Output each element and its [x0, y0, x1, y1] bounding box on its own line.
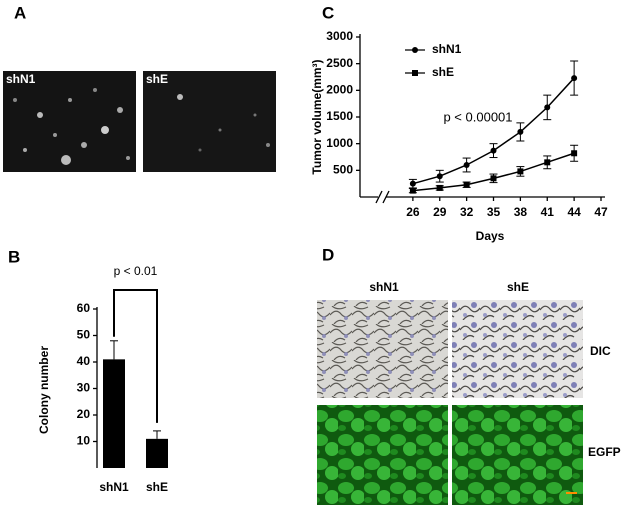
egfp-image [317, 405, 448, 505]
y-tick-label: 1500 [326, 109, 353, 123]
marker [436, 173, 443, 180]
panel-label: D [322, 245, 334, 264]
x-tick-label: shE [146, 480, 168, 494]
y-tick-label: 1000 [326, 136, 353, 150]
x-tick-label: shN1 [99, 480, 129, 494]
y-tick-label: 10 [77, 434, 91, 448]
y-tick-label: 20 [77, 407, 91, 421]
panel-label: C [322, 3, 334, 22]
marker [544, 159, 551, 166]
marker [490, 147, 497, 154]
line [412, 77, 575, 185]
significance-bracket [113, 289, 158, 423]
marker [490, 175, 497, 182]
colony-image: shN1 [3, 71, 136, 172]
marker [544, 104, 551, 111]
panel-label: B [8, 247, 20, 266]
marker [409, 180, 416, 187]
column-label: shE [507, 280, 529, 294]
marker [571, 150, 578, 157]
marker [517, 128, 524, 135]
y-tick-label: 50 [77, 328, 91, 342]
colony-image: shE [143, 71, 276, 172]
x-tick-label: 44 [567, 205, 581, 219]
dic-image [452, 300, 583, 398]
annotation: p < 0.00001 [443, 109, 512, 124]
legend-label: shN1 [432, 42, 462, 56]
annotation: p < 0.01 [114, 264, 158, 278]
y-tick-label: 60 [77, 301, 91, 315]
bar [146, 438, 168, 468]
marker [517, 168, 524, 175]
x-tick-label: 29 [433, 205, 447, 219]
x-tick-label: 38 [514, 205, 528, 219]
x-tick-label: 35 [487, 205, 501, 219]
marker [463, 181, 470, 188]
marker [409, 187, 416, 194]
x-tick-label: 47 [594, 205, 608, 219]
dic-image [317, 300, 448, 398]
x-tick-label: 32 [460, 205, 474, 219]
y-tick-label: 500 [333, 163, 353, 177]
y-tick-label: 2500 [326, 56, 353, 70]
marker [571, 75, 578, 82]
marker [436, 184, 443, 191]
marker [412, 47, 418, 53]
y-tick-label: 2000 [326, 83, 353, 97]
row-label: DIC [590, 344, 611, 358]
panel-label: A [14, 3, 26, 22]
y-tick-label: 40 [77, 354, 91, 368]
scale-bar [566, 492, 577, 494]
y-tick-label: 30 [77, 381, 91, 395]
x-tick-label: 26 [406, 205, 420, 219]
marker [412, 70, 418, 76]
x-axis-label: Days [476, 229, 505, 243]
y-axis-label: Tumor volume(mm³) [310, 59, 324, 174]
x-tick-label: 41 [541, 205, 555, 219]
egfp-image [452, 405, 583, 505]
image-label: shE [146, 72, 168, 86]
bar [103, 359, 125, 468]
marker [463, 162, 470, 168]
y-axis-label: Colony number [37, 346, 51, 434]
image-label: shN1 [6, 72, 36, 86]
legend-label: shE [432, 65, 454, 79]
axis-break [375, 190, 383, 204]
column-label: shN1 [369, 280, 399, 294]
row-label: EGFP [588, 445, 621, 459]
y-tick-label: 3000 [326, 29, 353, 43]
